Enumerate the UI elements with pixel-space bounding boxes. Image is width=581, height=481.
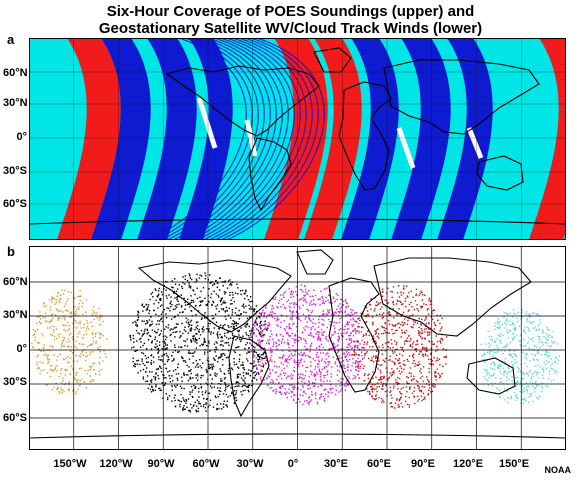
upper-lat-60s: 60°S bbox=[3, 198, 27, 210]
poes-swath-4 bbox=[264, 38, 328, 240]
data-gap-2 bbox=[396, 127, 416, 169]
lower-map bbox=[29, 246, 566, 450]
poes-swath-0 bbox=[57, 38, 121, 240]
lon-90e: 90°E bbox=[411, 458, 435, 470]
lon-150w: 150°W bbox=[53, 458, 87, 470]
upper-lat-0: 0° bbox=[16, 131, 27, 143]
lower-lat-60s: 60°S bbox=[3, 412, 27, 424]
lower-coastlines bbox=[29, 249, 566, 439]
upper-lat-30n: 30°N bbox=[3, 97, 28, 109]
lon-120w: 120°W bbox=[99, 458, 133, 470]
wind-cluster-4 bbox=[480, 309, 561, 405]
lon-90w: 90°W bbox=[147, 458, 175, 470]
lon-30w: 30°W bbox=[236, 458, 264, 470]
poes-swath-2 bbox=[137, 38, 197, 240]
poes-swath-6 bbox=[341, 38, 399, 240]
wind-cluster-3 bbox=[352, 285, 448, 409]
data-gap-3 bbox=[466, 127, 484, 159]
data-gap-0 bbox=[196, 97, 218, 149]
upper-map bbox=[29, 38, 566, 240]
lower-lat-60n: 60°N bbox=[3, 276, 28, 288]
wind-cluster-2 bbox=[249, 284, 366, 406]
lon-120e: 120°E bbox=[452, 458, 484, 470]
poes-swath-3 bbox=[179, 38, 233, 240]
lower-lat-0: 0° bbox=[16, 343, 27, 355]
poes-swath-7 bbox=[391, 38, 451, 240]
lon-150e: 150°E bbox=[498, 458, 530, 470]
upper-lat-30s: 30°S bbox=[3, 165, 27, 177]
lon-60e: 60°E bbox=[367, 458, 391, 470]
lower-lat-30n: 30°N bbox=[3, 309, 28, 321]
lon-30e: 30°E bbox=[324, 458, 348, 470]
panel-a-letter: a bbox=[7, 32, 15, 47]
poes-swath-1 bbox=[91, 38, 151, 240]
lon-60w: 60°W bbox=[192, 458, 220, 470]
lon-0: 0° bbox=[287, 458, 299, 470]
title-line-2: Geostationary Satellite WV/Cloud Track W… bbox=[98, 20, 483, 37]
upper-gridlines bbox=[29, 38, 566, 240]
poes-swath-8 bbox=[437, 38, 493, 240]
wind-cluster-1 bbox=[129, 272, 269, 413]
upper-lat-60n: 60°N bbox=[3, 67, 28, 79]
lower-lat-30s: 30°S bbox=[3, 376, 27, 388]
noaa-credit: NOAA bbox=[544, 465, 572, 475]
lower-gridlines bbox=[29, 246, 566, 450]
panel-b-letter: b bbox=[7, 244, 15, 259]
title-line-1: Six-Hour Coverage of POES Soundings (upp… bbox=[106, 3, 475, 20]
poes-swath-9 bbox=[529, 38, 566, 240]
